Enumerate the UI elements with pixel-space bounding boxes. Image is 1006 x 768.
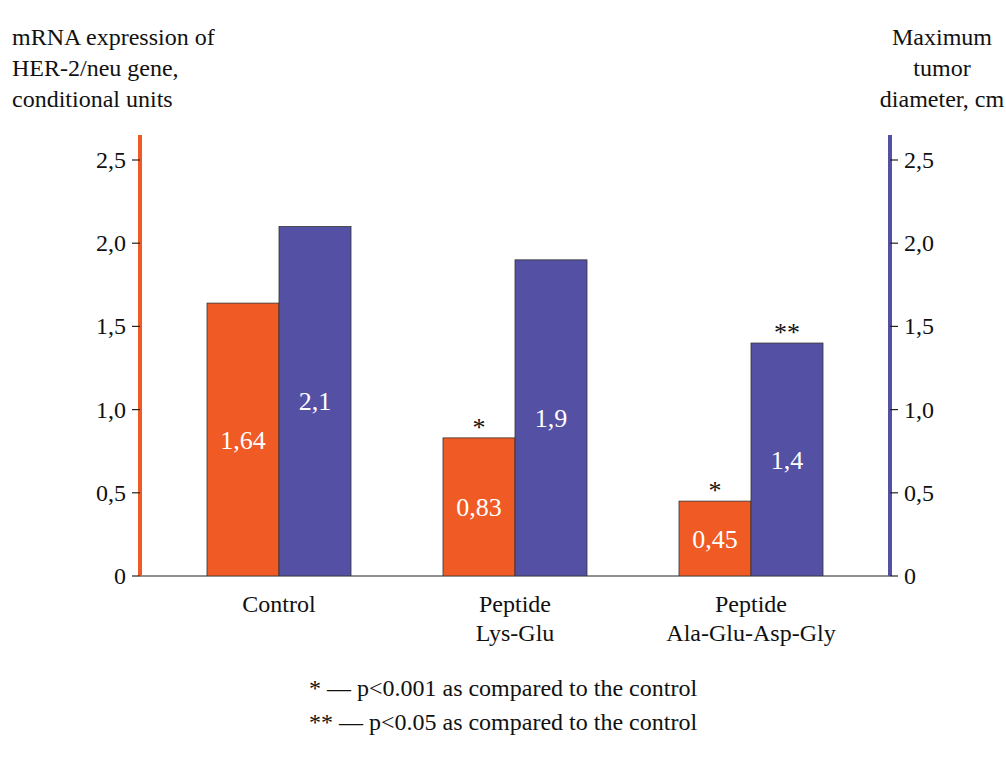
bar [443,438,515,576]
tick-label: 2,0 [904,230,934,256]
tick [132,159,140,160]
tick-label: 0 [114,563,126,589]
category-label: PeptideAla-Glu-Asp-Gly [666,591,835,646]
data-label: 0,45 [692,525,738,554]
tick-label: 2,5 [96,147,126,173]
significance-mark: ** [774,318,800,347]
tick-label: 1,5 [904,313,934,339]
category-label: PeptideLys-Glu [476,591,555,646]
bar [279,227,351,576]
bar [515,260,587,576]
tick-label: 1,0 [96,397,126,423]
labels: 1,64 0,83 * 0,45 * 2,1 1,9 1,4 ** [220,318,803,554]
tick [132,326,140,327]
bars [207,227,823,576]
tick [132,409,140,410]
tick [132,492,140,493]
tick-label: 1,0 [904,397,934,423]
significance-mark: * [709,476,722,505]
tick-label: 2,5 [904,147,934,173]
chart: 1,64 0,83 * 0,45 * 2,1 1,9 1,4 ** 0 0,5 1,0 1,5 2,0 2,… [0,0,1006,768]
axis-line [138,135,142,576]
y2-axis-title: Maximumtumordiameter, cm [880,24,1005,112]
tick-label: 0,5 [904,480,934,506]
footnote: ** — p<0.05 as compared to the control [309,709,697,735]
bar [679,501,751,576]
tick [890,243,898,244]
bar [751,343,823,576]
y-axis-title: mRNA expression ofHER-2/neu gene,conditi… [12,24,215,112]
tick-label: 0,5 [96,480,126,506]
tick [890,326,898,327]
data-label: 1,4 [771,446,804,475]
tick [890,409,898,410]
tick [890,575,898,576]
tick-label: 0 [904,563,916,589]
bar [207,303,279,576]
axis-line [888,135,892,576]
tick [132,243,140,244]
tick [890,492,898,493]
tick [132,575,140,576]
tick-label: 2,0 [96,230,126,256]
significance-mark: * [473,413,486,442]
category-label: Control [242,591,316,617]
data-label: 2,1 [299,387,332,416]
data-label: 1,64 [220,426,266,455]
tick-label: 1,5 [96,313,126,339]
footnote: * — p<0.001 as compared to the control [309,675,697,701]
data-label: 1,9 [535,404,568,433]
tick [890,159,898,160]
data-label: 0,83 [456,493,502,522]
